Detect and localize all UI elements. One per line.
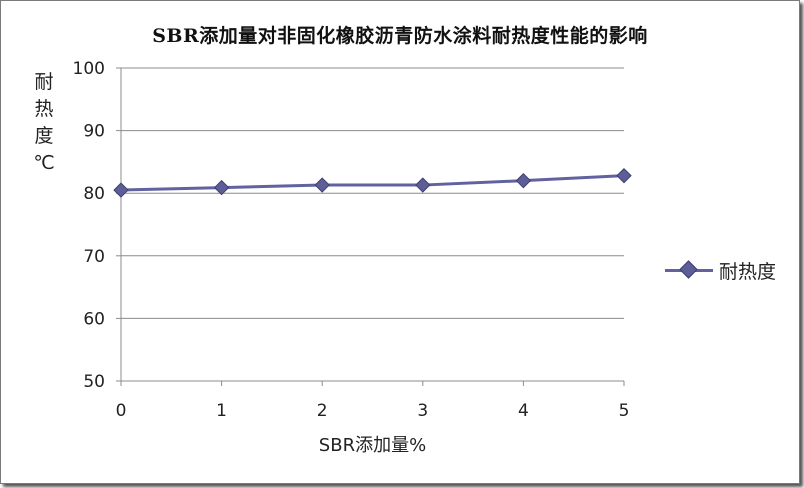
x-tick-label: 2 — [317, 401, 328, 421]
y-tick-label: 50 — [83, 372, 105, 392]
x-tick-label: 0 — [116, 401, 127, 421]
legend-swatch — [665, 256, 713, 284]
chart-title: SBR添加量对非固化橡胶沥青防水涂料耐热度性能的影响 — [152, 25, 648, 47]
legend-entry: 耐热度 — [719, 260, 777, 283]
y-axis-label: 耐 热 度 ℃ — [31, 69, 57, 177]
data-point-marker — [314, 177, 330, 193]
y-tick-label: 80 — [83, 184, 105, 204]
legend: 耐热度 — [665, 256, 776, 284]
data-point-marker — [213, 179, 230, 196]
data-point-marker — [415, 177, 431, 193]
y-axis-label-char: 耐 — [34, 71, 54, 93]
x-tick-label: 4 — [518, 401, 529, 421]
series-line — [120, 174, 625, 192]
data-point-marker — [515, 172, 532, 189]
y-tick-label: 100 — [73, 59, 105, 79]
y-axis-label-char: 度 — [34, 125, 54, 147]
y-axis-label-unit: ℃ — [33, 152, 55, 174]
x-tick-label: 3 — [417, 401, 428, 421]
data-point-marker — [113, 182, 129, 198]
x-tick-label: 1 — [216, 401, 227, 421]
x-axis-label: SBR添加量% — [318, 435, 427, 456]
y-tick-label: 60 — [83, 309, 105, 329]
y-axis-label-char: 热 — [34, 98, 54, 120]
legend-diamond-marker — [679, 260, 698, 279]
data-point-marker — [616, 167, 632, 184]
x-tick-label: 5 — [619, 401, 630, 421]
y-tick-label: 70 — [83, 247, 105, 267]
y-tick-label: 90 — [83, 122, 105, 142]
